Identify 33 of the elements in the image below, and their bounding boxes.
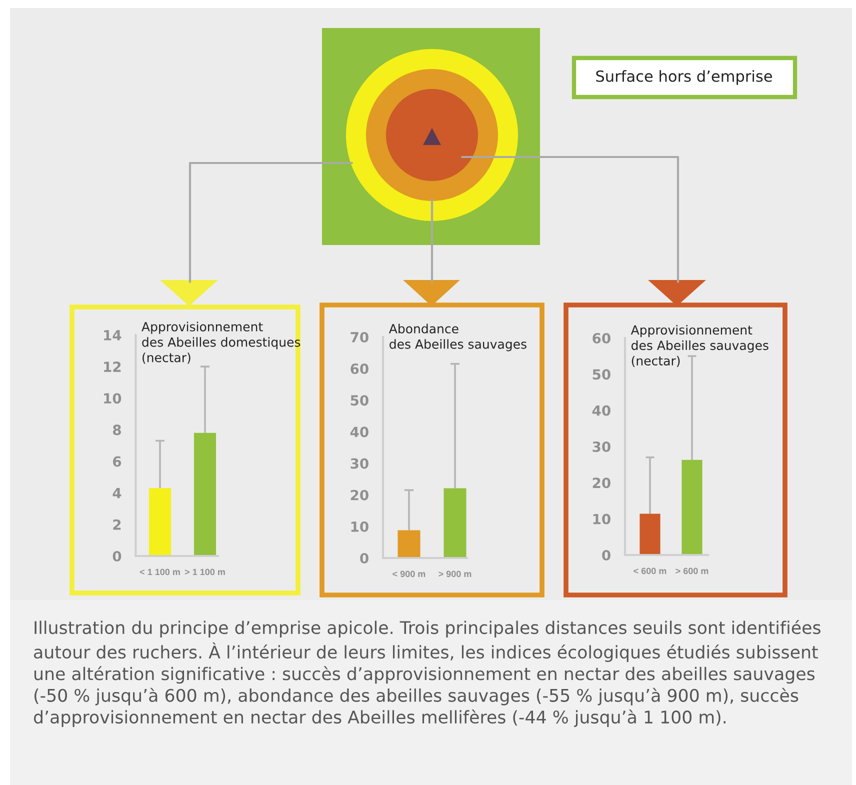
y-tick-label: 70 <box>350 332 368 342</box>
y-tick-label: 50 <box>350 395 368 406</box>
x-tick-label: > 600 m <box>676 568 708 574</box>
y-tick-label: 60 <box>350 364 368 374</box>
chart-title: Approvisionnement des Abeilles sauvages (nectar) <box>630 324 768 367</box>
y-tick-label: 30 <box>592 441 610 452</box>
y-tick-label: 0 <box>602 550 610 560</box>
y-tick-label: 40 <box>592 405 610 416</box>
x-tick-label: < 600 m <box>634 568 666 574</box>
y-tick-label: 4 <box>112 488 122 498</box>
x-tick-label: > 900 m <box>438 570 472 578</box>
y-tick-label: 50 <box>592 369 610 380</box>
text: Illustration du principe d’emprise apicole. Trois principales distances seuils sont identifiées autour des ruchers. À l’intérieur de leurs limites, les indices écologiques étudiés subissent une altération significative : succès d’approvisionnement en nectar des abeilles sauvages (-50 % jusqu’à 600 m), abondance des abeilles sauvages (-55 % jusqu’à 900 m), succès d’approvisionnement en nectar des Abeilles mellifères (-44 % jusqu’à 1 100 m). <box>34 620 820 727</box>
y-tick-label: 14 <box>104 330 122 340</box>
x-tick-label: < 900 m <box>392 570 426 578</box>
y-tick-label: 10 <box>593 514 610 524</box>
y-tick-label: 40 <box>350 426 368 438</box>
y-tick-label: 0 <box>360 552 368 564</box>
chart-title: Abondance des Abeilles sauvages <box>388 324 526 352</box>
y-tick-label: 8 <box>112 424 121 436</box>
y-tick-label: 10 <box>351 521 368 532</box>
y-tick-label: 10 <box>104 393 122 404</box>
y-tick-label: 12 <box>104 362 121 372</box>
y-tick-label: 60 <box>592 332 610 344</box>
y-tick-label: 2 <box>113 519 121 530</box>
y-tick-label: 6 <box>113 456 122 467</box>
x-tick-label: > 1 100 m <box>184 568 225 576</box>
y-tick-label: 30 <box>350 458 368 469</box>
text: Surface hors d’emprise <box>596 70 772 85</box>
y-tick-label: 20 <box>592 478 610 488</box>
y-tick-label: 0 <box>112 550 122 562</box>
x-tick-label: < 1 100 m <box>140 568 180 576</box>
y-tick-label: 20 <box>350 490 368 500</box>
